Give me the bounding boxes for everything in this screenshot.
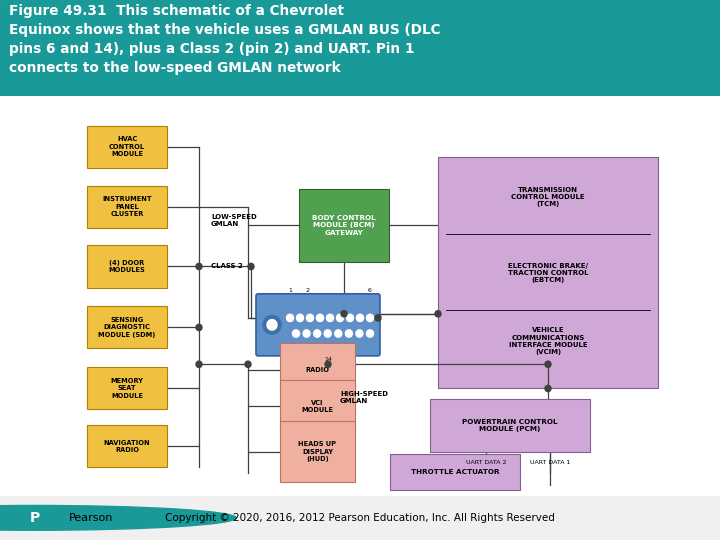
Text: THROTTLE ACTUATOR: THROTTLE ACTUATOR xyxy=(410,469,499,475)
Text: (4) DOOR
MODULES: (4) DOOR MODULES xyxy=(109,260,145,273)
Circle shape xyxy=(317,314,323,322)
FancyBboxPatch shape xyxy=(280,421,355,482)
Text: P: P xyxy=(30,511,40,525)
Text: Figure 49.31  This schematic of a Chevrolet
Equinox shows that the vehicle uses : Figure 49.31 This schematic of a Chevrol… xyxy=(9,4,440,75)
Circle shape xyxy=(346,314,354,322)
Circle shape xyxy=(287,314,294,322)
Text: VCI
MODULE: VCI MODULE xyxy=(302,400,333,413)
FancyBboxPatch shape xyxy=(87,126,167,167)
FancyBboxPatch shape xyxy=(430,399,590,451)
Text: UART DATA 1: UART DATA 1 xyxy=(530,460,570,465)
FancyBboxPatch shape xyxy=(87,246,167,287)
Text: HEADS UP
DISPLAY
(HUD): HEADS UP DISPLAY (HUD) xyxy=(299,441,336,462)
Text: HIGH-SPEED
GMLAN: HIGH-SPEED GMLAN xyxy=(340,390,388,403)
FancyBboxPatch shape xyxy=(438,157,658,388)
Text: NAVIGATION
RADIO: NAVIGATION RADIO xyxy=(104,440,150,453)
Text: POWERTRAIN CONTROL
MODULE (PCM): POWERTRAIN CONTROL MODULE (PCM) xyxy=(462,418,558,432)
FancyBboxPatch shape xyxy=(390,454,520,490)
Circle shape xyxy=(341,310,347,317)
FancyBboxPatch shape xyxy=(87,186,167,227)
Circle shape xyxy=(346,330,352,337)
Text: TRANSMISSION
CONTROL MODULE
(TCM): TRANSMISSION CONTROL MODULE (TCM) xyxy=(511,187,585,207)
Text: INSTRUMENT
PANEL
CLUSTER: INSTRUMENT PANEL CLUSTER xyxy=(102,196,152,217)
Circle shape xyxy=(0,505,236,530)
Circle shape xyxy=(336,314,343,322)
Text: UART DATA 2: UART DATA 2 xyxy=(466,460,506,465)
Circle shape xyxy=(545,361,551,367)
Text: 2: 2 xyxy=(306,288,310,293)
FancyBboxPatch shape xyxy=(299,188,389,262)
Circle shape xyxy=(324,330,331,337)
Circle shape xyxy=(297,314,304,322)
Text: Pearson: Pearson xyxy=(68,513,113,523)
FancyBboxPatch shape xyxy=(87,306,167,348)
Circle shape xyxy=(375,315,381,321)
Circle shape xyxy=(325,361,331,367)
Text: HVAC
CONTROL
MODULE: HVAC CONTROL MODULE xyxy=(109,136,145,157)
Text: RADIO: RADIO xyxy=(305,367,330,373)
Text: CLASS 2: CLASS 2 xyxy=(211,264,243,269)
Circle shape xyxy=(366,314,374,322)
Text: 1: 1 xyxy=(288,288,292,293)
Circle shape xyxy=(248,264,254,269)
Circle shape xyxy=(435,310,441,317)
Text: MEMORY
SEAT
MODULE: MEMORY SEAT MODULE xyxy=(110,378,143,399)
FancyBboxPatch shape xyxy=(256,294,380,356)
Text: SENSING
DIAGNOSTIC
MODULE (SDM): SENSING DIAGNOSTIC MODULE (SDM) xyxy=(99,317,156,338)
Circle shape xyxy=(314,330,320,337)
FancyBboxPatch shape xyxy=(280,380,355,433)
Circle shape xyxy=(356,330,363,337)
Circle shape xyxy=(303,330,310,337)
Text: ELECTRONIC BRAKE/
TRACTION CONTROL
(EBTCM): ELECTRONIC BRAKE/ TRACTION CONTROL (EBTC… xyxy=(508,262,588,283)
Circle shape xyxy=(196,264,202,269)
Circle shape xyxy=(335,330,342,337)
Text: LOW-SPEED
GMLAN: LOW-SPEED GMLAN xyxy=(211,214,257,227)
Text: Copyright © 2020, 2016, 2012 Pearson Education, Inc. All Rights Reserved: Copyright © 2020, 2016, 2012 Pearson Edu… xyxy=(165,513,555,523)
FancyBboxPatch shape xyxy=(280,343,355,396)
Circle shape xyxy=(326,314,333,322)
Circle shape xyxy=(245,361,251,367)
FancyBboxPatch shape xyxy=(87,367,167,409)
Circle shape xyxy=(356,314,364,322)
Circle shape xyxy=(196,325,202,330)
Text: VEHICLE
COMMUNICATIONS
INTERFACE MODULE
(VCIM): VEHICLE COMMUNICATIONS INTERFACE MODULE … xyxy=(509,327,588,355)
Text: 6: 6 xyxy=(368,288,372,293)
Circle shape xyxy=(267,320,277,330)
Circle shape xyxy=(307,314,313,322)
Circle shape xyxy=(196,361,202,367)
Circle shape xyxy=(545,386,551,392)
FancyBboxPatch shape xyxy=(87,426,167,467)
Text: 14: 14 xyxy=(324,357,332,362)
Text: BODY CONTROL
MODULE (BCM)
GATEWAY: BODY CONTROL MODULE (BCM) GATEWAY xyxy=(312,215,376,236)
Circle shape xyxy=(292,330,300,337)
Circle shape xyxy=(263,315,281,334)
Circle shape xyxy=(366,330,374,337)
